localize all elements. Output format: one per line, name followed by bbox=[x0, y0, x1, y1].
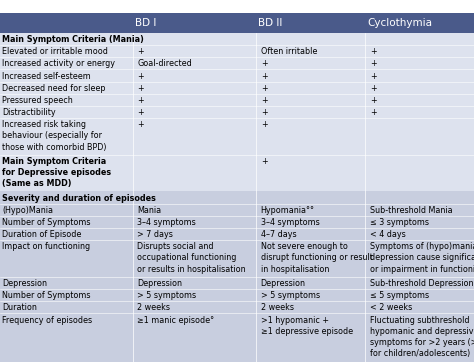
Text: +: + bbox=[261, 108, 267, 117]
Text: Depression: Depression bbox=[137, 279, 182, 288]
Text: (Hypo)Mania: (Hypo)Mania bbox=[2, 206, 54, 215]
Text: < 2 weeks: < 2 weeks bbox=[370, 303, 412, 312]
Text: +: + bbox=[261, 84, 267, 93]
Text: +: + bbox=[370, 108, 376, 117]
Text: 2 weeks: 2 weeks bbox=[261, 303, 294, 312]
Text: Duration: Duration bbox=[2, 303, 37, 312]
Text: Distractibility: Distractibility bbox=[2, 108, 56, 117]
Text: +: + bbox=[370, 59, 376, 68]
Text: +: + bbox=[137, 96, 144, 105]
Text: +: + bbox=[370, 96, 376, 105]
Text: +: + bbox=[261, 120, 267, 129]
Text: Number of Symptoms: Number of Symptoms bbox=[2, 291, 91, 300]
Text: Decreased need for sleep: Decreased need for sleep bbox=[2, 84, 106, 93]
Text: +: + bbox=[137, 84, 144, 93]
Text: Sub-threshold Depression: Sub-threshold Depression bbox=[370, 279, 473, 288]
Text: Frequency of episodes: Frequency of episodes bbox=[2, 316, 92, 325]
Text: Symptoms of (hypo)mania/
depression cause significant distress
or impairment in : Symptoms of (hypo)mania/ depression caus… bbox=[370, 242, 474, 274]
Text: Elevated or irritable mood: Elevated or irritable mood bbox=[2, 47, 108, 56]
Text: Not severe enough to
disrupt functioning or result
in hospitalisation: Not severe enough to disrupt functioning… bbox=[261, 242, 373, 274]
Text: 4–7 days: 4–7 days bbox=[261, 230, 296, 239]
Text: Hypomania°°: Hypomania°° bbox=[261, 206, 315, 215]
Text: Sub-threshold Mania: Sub-threshold Mania bbox=[370, 206, 452, 215]
Text: ≥1 manic episode°: ≥1 manic episode° bbox=[137, 316, 215, 325]
Text: > 5 symptoms: > 5 symptoms bbox=[137, 291, 197, 300]
Text: +: + bbox=[261, 72, 267, 80]
Text: Often irritable: Often irritable bbox=[261, 47, 317, 56]
Text: +: + bbox=[137, 120, 144, 129]
Text: > 5 symptoms: > 5 symptoms bbox=[261, 291, 320, 300]
Text: Severity and duration of episodes: Severity and duration of episodes bbox=[2, 194, 156, 202]
Text: Depression: Depression bbox=[2, 279, 47, 288]
Text: Increased activity or energy: Increased activity or energy bbox=[2, 59, 115, 68]
Text: Cyclothymia: Cyclothymia bbox=[367, 18, 432, 28]
Text: Increased self-esteem: Increased self-esteem bbox=[2, 72, 91, 80]
Text: Fluctuating subthreshold
hypomanic and depressive
symptoms for >2 years (>1 year: Fluctuating subthreshold hypomanic and d… bbox=[370, 316, 474, 358]
Text: 3–4 symptoms: 3–4 symptoms bbox=[137, 218, 196, 227]
Text: +: + bbox=[261, 59, 267, 68]
Bar bbox=[0, 33, 474, 191]
Text: +: + bbox=[137, 47, 144, 56]
Text: 2 weeks: 2 weeks bbox=[137, 303, 171, 312]
Text: Disrupts social and
occupational functioning
or results in hospitalisation: Disrupts social and occupational functio… bbox=[137, 242, 246, 274]
Text: Impact on functioning: Impact on functioning bbox=[2, 242, 91, 252]
Text: BD I: BD I bbox=[135, 18, 156, 28]
Text: +: + bbox=[137, 108, 144, 117]
Text: Number of Symptoms: Number of Symptoms bbox=[2, 218, 91, 227]
Text: Increased risk taking
behaviour (especially for
those with comorbid BPD): Increased risk taking behaviour (especia… bbox=[2, 120, 107, 151]
Text: +: + bbox=[370, 47, 376, 56]
Text: BD II: BD II bbox=[258, 18, 283, 28]
Text: 3–4 symptoms: 3–4 symptoms bbox=[261, 218, 319, 227]
Text: Depression: Depression bbox=[261, 279, 306, 288]
Text: +: + bbox=[370, 72, 376, 80]
Text: Main Symptom Criteria
for Depressive episodes
(Same as MDD): Main Symptom Criteria for Depressive epi… bbox=[2, 157, 111, 188]
Bar bbox=[0, 13, 474, 33]
Text: > 7 days: > 7 days bbox=[137, 230, 173, 239]
Text: +: + bbox=[261, 157, 267, 166]
Text: Main Symptom Criteria (Mania): Main Symptom Criteria (Mania) bbox=[2, 35, 144, 44]
Text: ≤ 5 symptoms: ≤ 5 symptoms bbox=[370, 291, 429, 300]
Text: < 4 days: < 4 days bbox=[370, 230, 405, 239]
Text: +: + bbox=[370, 84, 376, 93]
Text: Pressured speech: Pressured speech bbox=[2, 96, 73, 105]
Text: ≤ 3 symptoms: ≤ 3 symptoms bbox=[370, 218, 428, 227]
Text: Mania: Mania bbox=[137, 206, 162, 215]
Text: Duration of Episode: Duration of Episode bbox=[2, 230, 82, 239]
Text: +: + bbox=[137, 72, 144, 80]
Bar bbox=[0, 191, 474, 362]
Text: Goal-directed: Goal-directed bbox=[137, 59, 192, 68]
Text: +: + bbox=[261, 96, 267, 105]
Text: >1 hypomanic +
≥1 depressive episode: >1 hypomanic + ≥1 depressive episode bbox=[261, 316, 353, 336]
